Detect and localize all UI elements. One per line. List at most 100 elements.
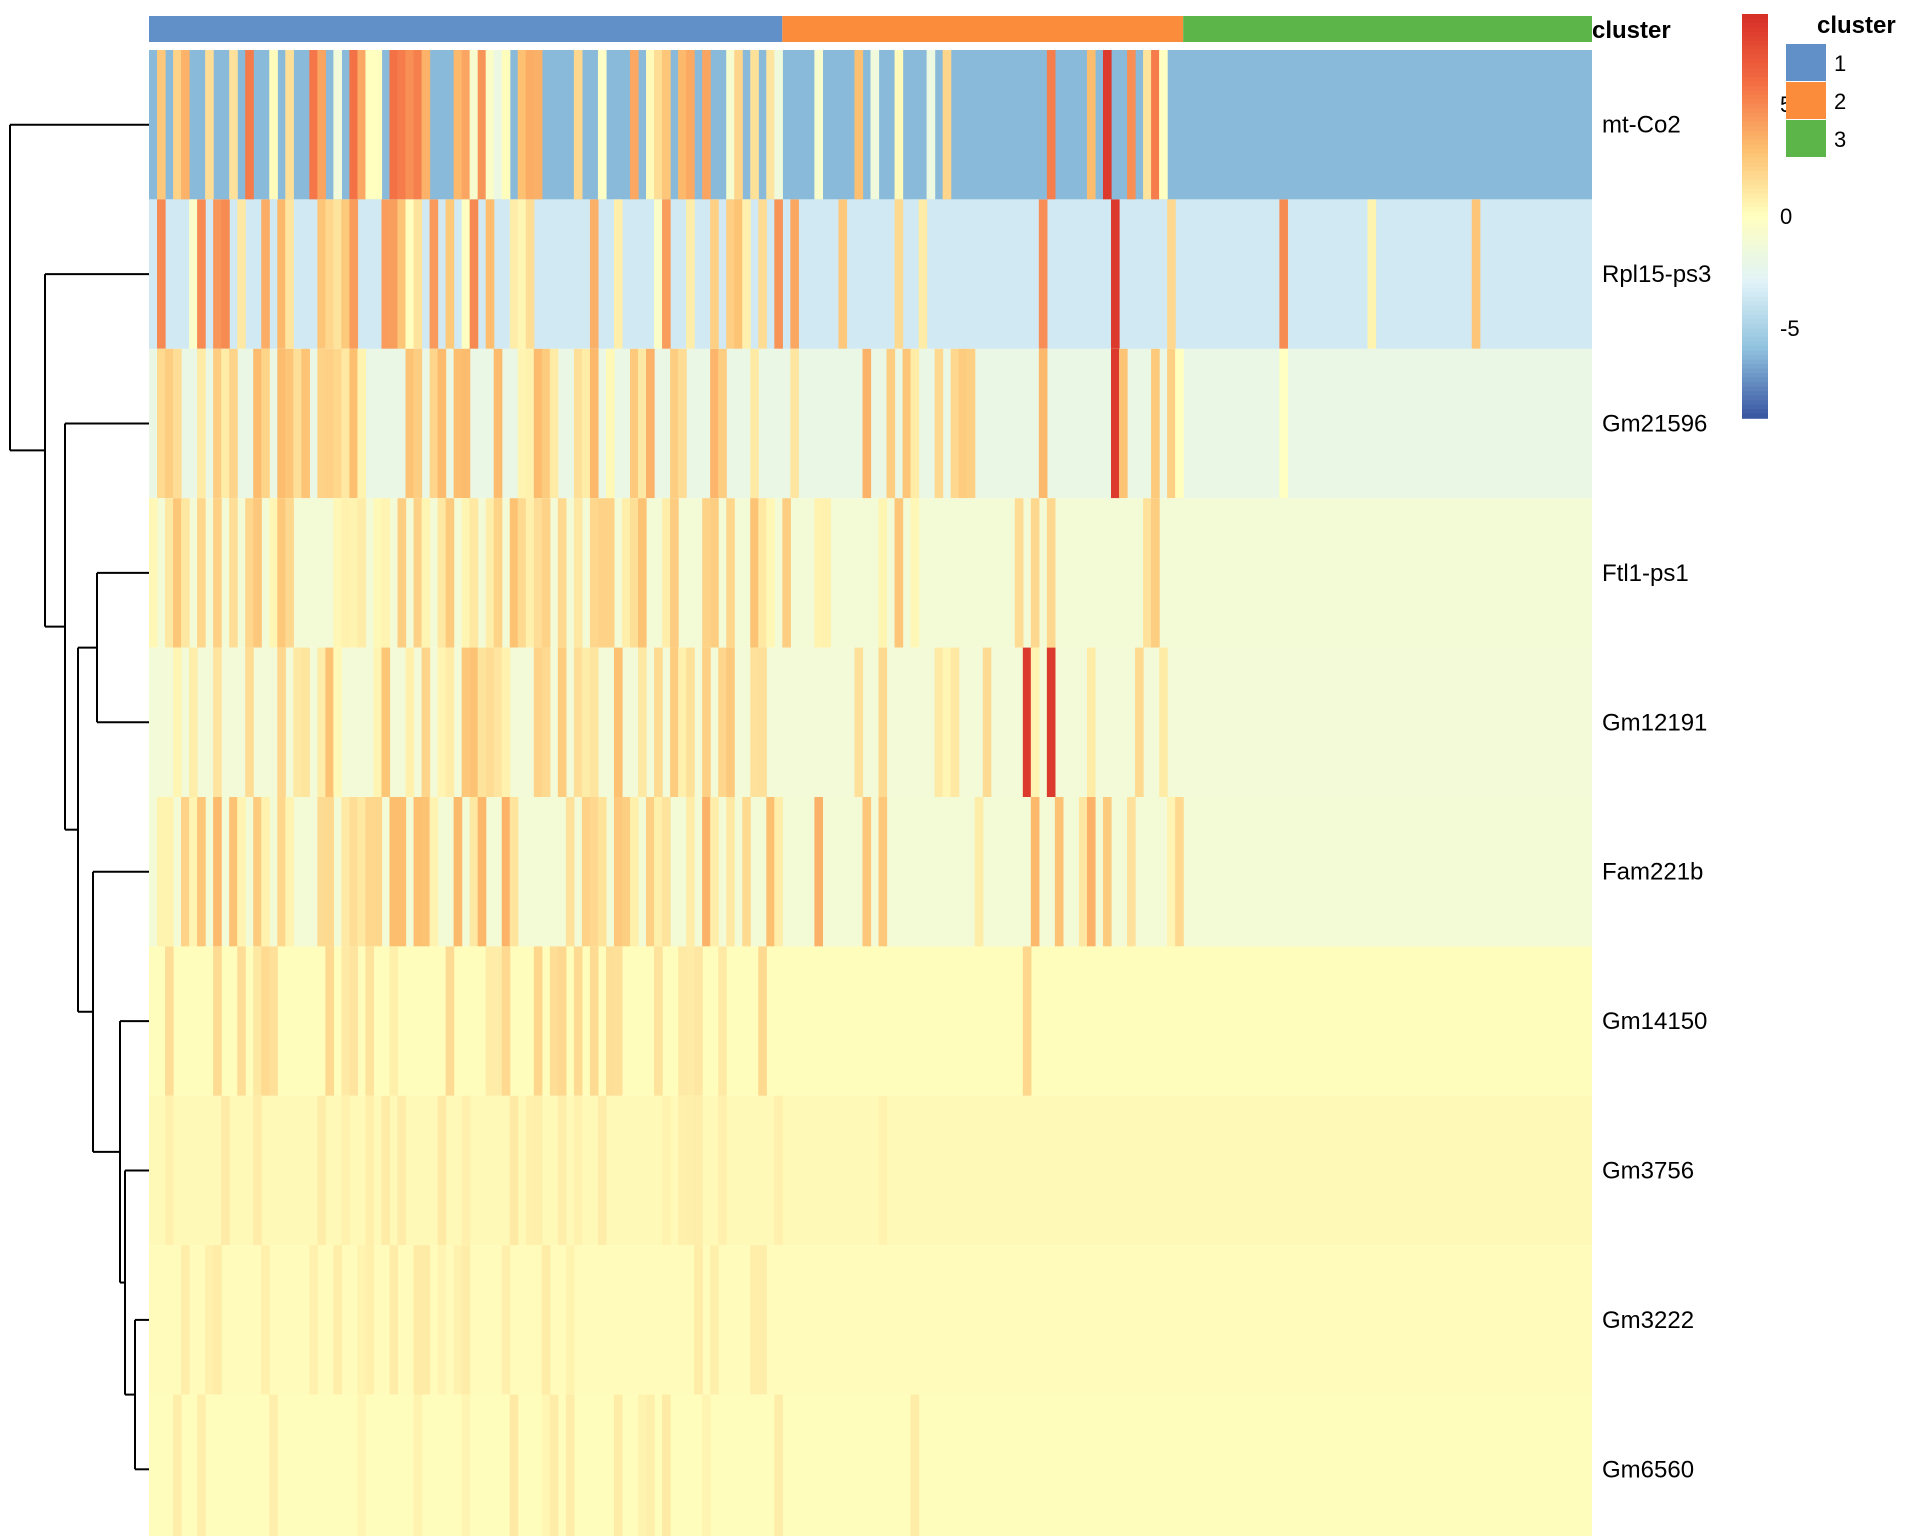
heatmap-cell xyxy=(589,199,599,349)
heatmap-cell xyxy=(654,647,663,797)
color-scale-swatch xyxy=(1742,242,1768,249)
heatmap-cell xyxy=(509,199,519,349)
heatmap-cell xyxy=(1279,199,1288,349)
heatmap-cell xyxy=(197,498,206,648)
heatmap-cell xyxy=(253,498,262,648)
heatmap-cell xyxy=(533,946,543,1096)
heatmap-cell xyxy=(501,1245,511,1395)
heatmap-cell xyxy=(662,1394,671,1536)
heatmap-cell xyxy=(1030,797,1040,947)
color-scale-swatch xyxy=(1742,153,1768,159)
heatmap-cell xyxy=(445,647,455,797)
heatmap-cell xyxy=(397,498,407,648)
heatmap-row-Gm12191 xyxy=(149,647,1592,797)
heatmap-cell xyxy=(357,50,367,200)
heatmap-cell xyxy=(734,50,743,200)
heatmap-cell xyxy=(982,647,992,797)
color-scale-swatch xyxy=(1742,202,1768,208)
heatmap-cell xyxy=(966,348,976,499)
heatmap-cell xyxy=(173,50,182,200)
color-scale-swatch xyxy=(1742,99,1768,105)
heatmap-cell xyxy=(317,797,326,947)
heatmap-cell xyxy=(197,199,206,349)
heatmap-cell xyxy=(461,498,471,648)
row-dendrogram xyxy=(9,123,149,1471)
heatmap-cell xyxy=(173,1394,182,1536)
heatmap-cell xyxy=(261,199,270,349)
heatmap-cell xyxy=(782,498,791,648)
heatmap-cell xyxy=(477,647,487,797)
color-scale-swatch xyxy=(1742,94,1768,101)
heatmap-cell xyxy=(573,647,583,797)
heatmap-cell xyxy=(525,50,535,200)
color-scale-swatch xyxy=(1742,229,1768,235)
heatmap-cell xyxy=(341,1095,351,1246)
color-scale-swatch xyxy=(1742,247,1768,253)
heatmap-cell xyxy=(774,1394,783,1536)
heatmap-cell xyxy=(301,348,310,499)
heatmap-cell xyxy=(477,50,487,200)
heatmap-cell xyxy=(1167,797,1176,947)
color-scale-swatch xyxy=(1742,63,1768,69)
heatmap-cell xyxy=(381,1095,391,1246)
color-scale-swatch xyxy=(1742,216,1768,222)
heatmap-cell xyxy=(189,797,198,947)
heatmap-cell xyxy=(662,199,671,349)
color-scale-swatch xyxy=(1742,184,1768,190)
heatmap-cell xyxy=(421,1245,431,1395)
heatmap-cell xyxy=(630,348,639,499)
heatmap-cell xyxy=(301,647,310,797)
heatmap-cell xyxy=(405,50,415,200)
heatmap-cell xyxy=(277,348,286,499)
heatmap-cell xyxy=(221,199,230,349)
heatmap-cell xyxy=(277,647,286,797)
heatmap-cell xyxy=(638,1394,647,1536)
heatmap-cell xyxy=(261,1245,270,1395)
heatmap-cell xyxy=(357,797,367,947)
heatmap-cell xyxy=(165,1095,174,1246)
color-scale-swatch xyxy=(1742,409,1768,415)
heatmap-cell xyxy=(621,797,631,947)
color-scale-swatch xyxy=(1742,256,1768,262)
heatmap-cell xyxy=(750,498,759,648)
heatmap-cell xyxy=(349,946,359,1096)
heatmap-cell xyxy=(1046,498,1056,648)
color-scale-swatch xyxy=(1742,364,1768,370)
heatmap-cell xyxy=(509,1394,519,1536)
heatmap-cell xyxy=(253,797,262,947)
heatmap-cell xyxy=(341,946,351,1096)
heatmap-cell xyxy=(261,946,270,1096)
color-scale-tick-label: 0 xyxy=(1780,204,1792,229)
heatmap-cell xyxy=(878,797,888,947)
heatmap-cell xyxy=(517,498,527,648)
heatmap-cell xyxy=(1367,199,1377,349)
heatmap-cell xyxy=(1086,50,1096,200)
heatmap-cell xyxy=(509,498,519,648)
heatmap-cell xyxy=(838,199,848,349)
heatmap-cell xyxy=(726,498,735,648)
heatmap-cell xyxy=(501,797,511,947)
heatmap-cell xyxy=(573,946,583,1096)
heatmap-cell xyxy=(461,50,471,200)
heatmap-cell xyxy=(934,348,944,499)
heatmap-cell xyxy=(613,647,623,797)
heatmap-cell xyxy=(285,50,294,200)
heatmap-cell xyxy=(910,1394,920,1536)
heatmap-cell xyxy=(157,797,166,947)
heatmap-cell xyxy=(654,50,663,200)
heatmap-cell xyxy=(613,946,623,1096)
heatmap-cell xyxy=(1102,797,1112,947)
heatmap-cell xyxy=(413,348,423,499)
heatmap-cell xyxy=(365,50,375,200)
heatmap-cell xyxy=(397,797,407,947)
heatmap-cell xyxy=(277,199,286,349)
heatmap-cell xyxy=(309,1245,318,1395)
heatmap-cell xyxy=(461,348,471,499)
cluster-bar-3 xyxy=(1183,16,1592,42)
heatmap-cell xyxy=(493,498,503,648)
heatmap-cell xyxy=(253,946,262,1096)
heatmap-cell xyxy=(181,50,190,200)
color-scale-swatch xyxy=(1742,238,1768,244)
heatmap-cell xyxy=(557,647,567,797)
